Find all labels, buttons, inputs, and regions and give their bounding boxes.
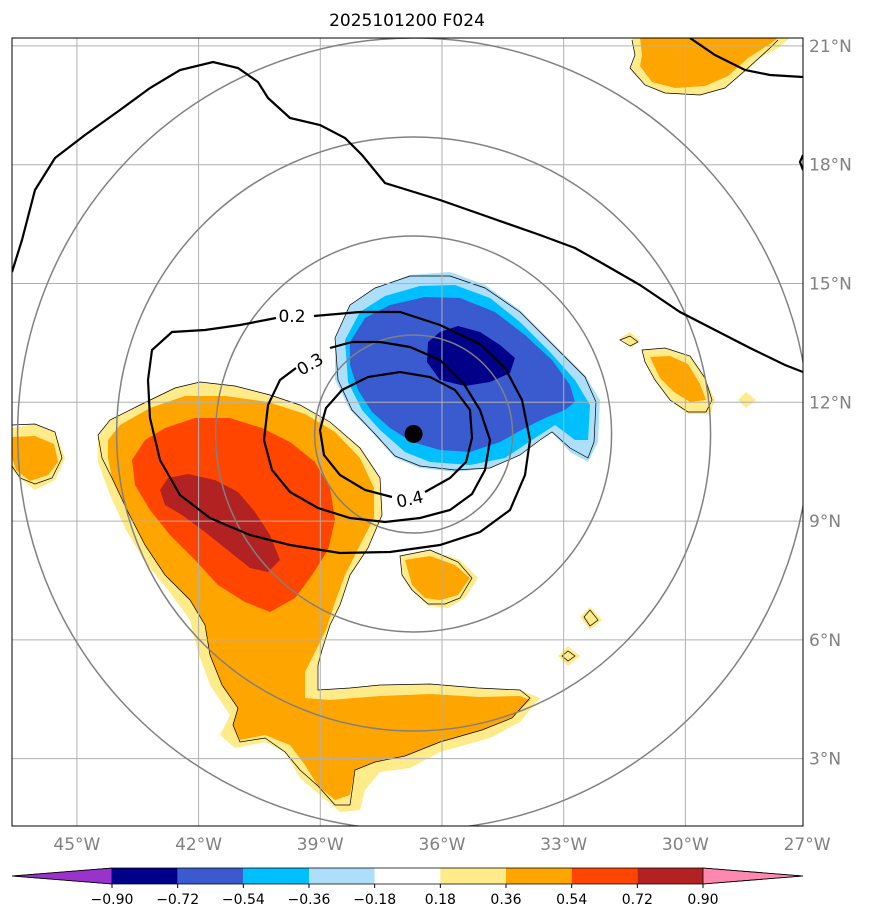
x-tick-label: 42°W [175,835,222,855]
colorbar-tick-label: −0.18 [353,892,396,908]
map-frame [11,37,804,827]
colorbar-tick-label: −0.72 [156,892,199,908]
colorbar-tick-label: −0.90 [91,892,134,908]
shading-outlines [12,39,779,806]
contour-top-right [689,38,803,79]
colorbar-tick-label: −0.36 [288,892,331,908]
range-ring [115,136,712,732]
range-ring [214,235,613,633]
x-tick-label: 27°W [784,835,831,855]
contour-0.4 [318,370,474,499]
contour-label-0.2: 0.2 [278,307,305,327]
colorbar-bin [243,868,309,884]
x-tick-label: 45°W [53,835,100,855]
gridlines [12,38,803,826]
contour-upper-arc [12,60,803,374]
contour-label-0.4: 0.4 [395,487,426,512]
colorbar-bin [177,868,244,884]
colorbar [11,867,804,885]
colorbar-extend-low [11,867,113,885]
x-tick-labels: 45°W 42°W 39°W 36°W 33°W 30°W 27°W [53,835,830,855]
y-tick-label: 6°N [809,631,841,651]
colorbar-extend-high [702,867,804,885]
colorbar-tick-label: 0.72 [622,892,653,908]
colorbar-bin [637,868,703,884]
colorbar-tick-label: 0.18 [425,892,456,908]
colorbar-tick-label: −0.54 [222,892,265,908]
colorbar-bin [112,868,178,884]
anomaly-shading [12,38,790,812]
y-tick-label: 15°N [809,275,852,295]
colorbar-bin [506,868,572,884]
colorbar-tick-labels: −0.90 −0.72 −0.54 −0.36 −0.18 0.18 0.36 0.54 0.7… [91,884,719,908]
y-tick-label: 3°N [809,750,841,770]
x-tick-label: 36°W [419,835,466,855]
colorbar-tick-label: 0.90 [687,892,718,908]
y-tick-label: 18°N [809,156,852,176]
range-ring [313,334,514,534]
colorbar-bin [374,868,441,884]
range-ring [16,38,803,826]
contour-0.2 [146,310,532,555]
storm-center-marker [404,424,423,443]
colorbar-bin [571,868,638,884]
y-tick-label: 9°N [809,512,841,532]
contour-label-0.3: 0.3 [294,349,327,380]
y-tick-label: 12°N [809,393,852,413]
colorbar-bin [309,868,375,884]
colorbar-tick-label: 0.54 [556,892,587,908]
contour-0.3 [262,340,492,524]
colorbar-tick-label: 0.36 [490,892,521,908]
x-tick-label: 39°W [297,835,344,855]
line-contours [12,38,803,555]
y-tick-label: 21°N [809,37,852,57]
y-tick-labels: 21°N 18°N 15°N 12°N 9°N 6°N 3°N [809,37,852,770]
colorbar-bin [440,868,506,884]
chart-title: 2025101200 F024 [329,11,485,31]
x-tick-label: 30°W [662,835,709,855]
contour-edge-right [798,154,803,171]
x-tick-label: 33°W [540,835,587,855]
range-rings [16,38,803,826]
